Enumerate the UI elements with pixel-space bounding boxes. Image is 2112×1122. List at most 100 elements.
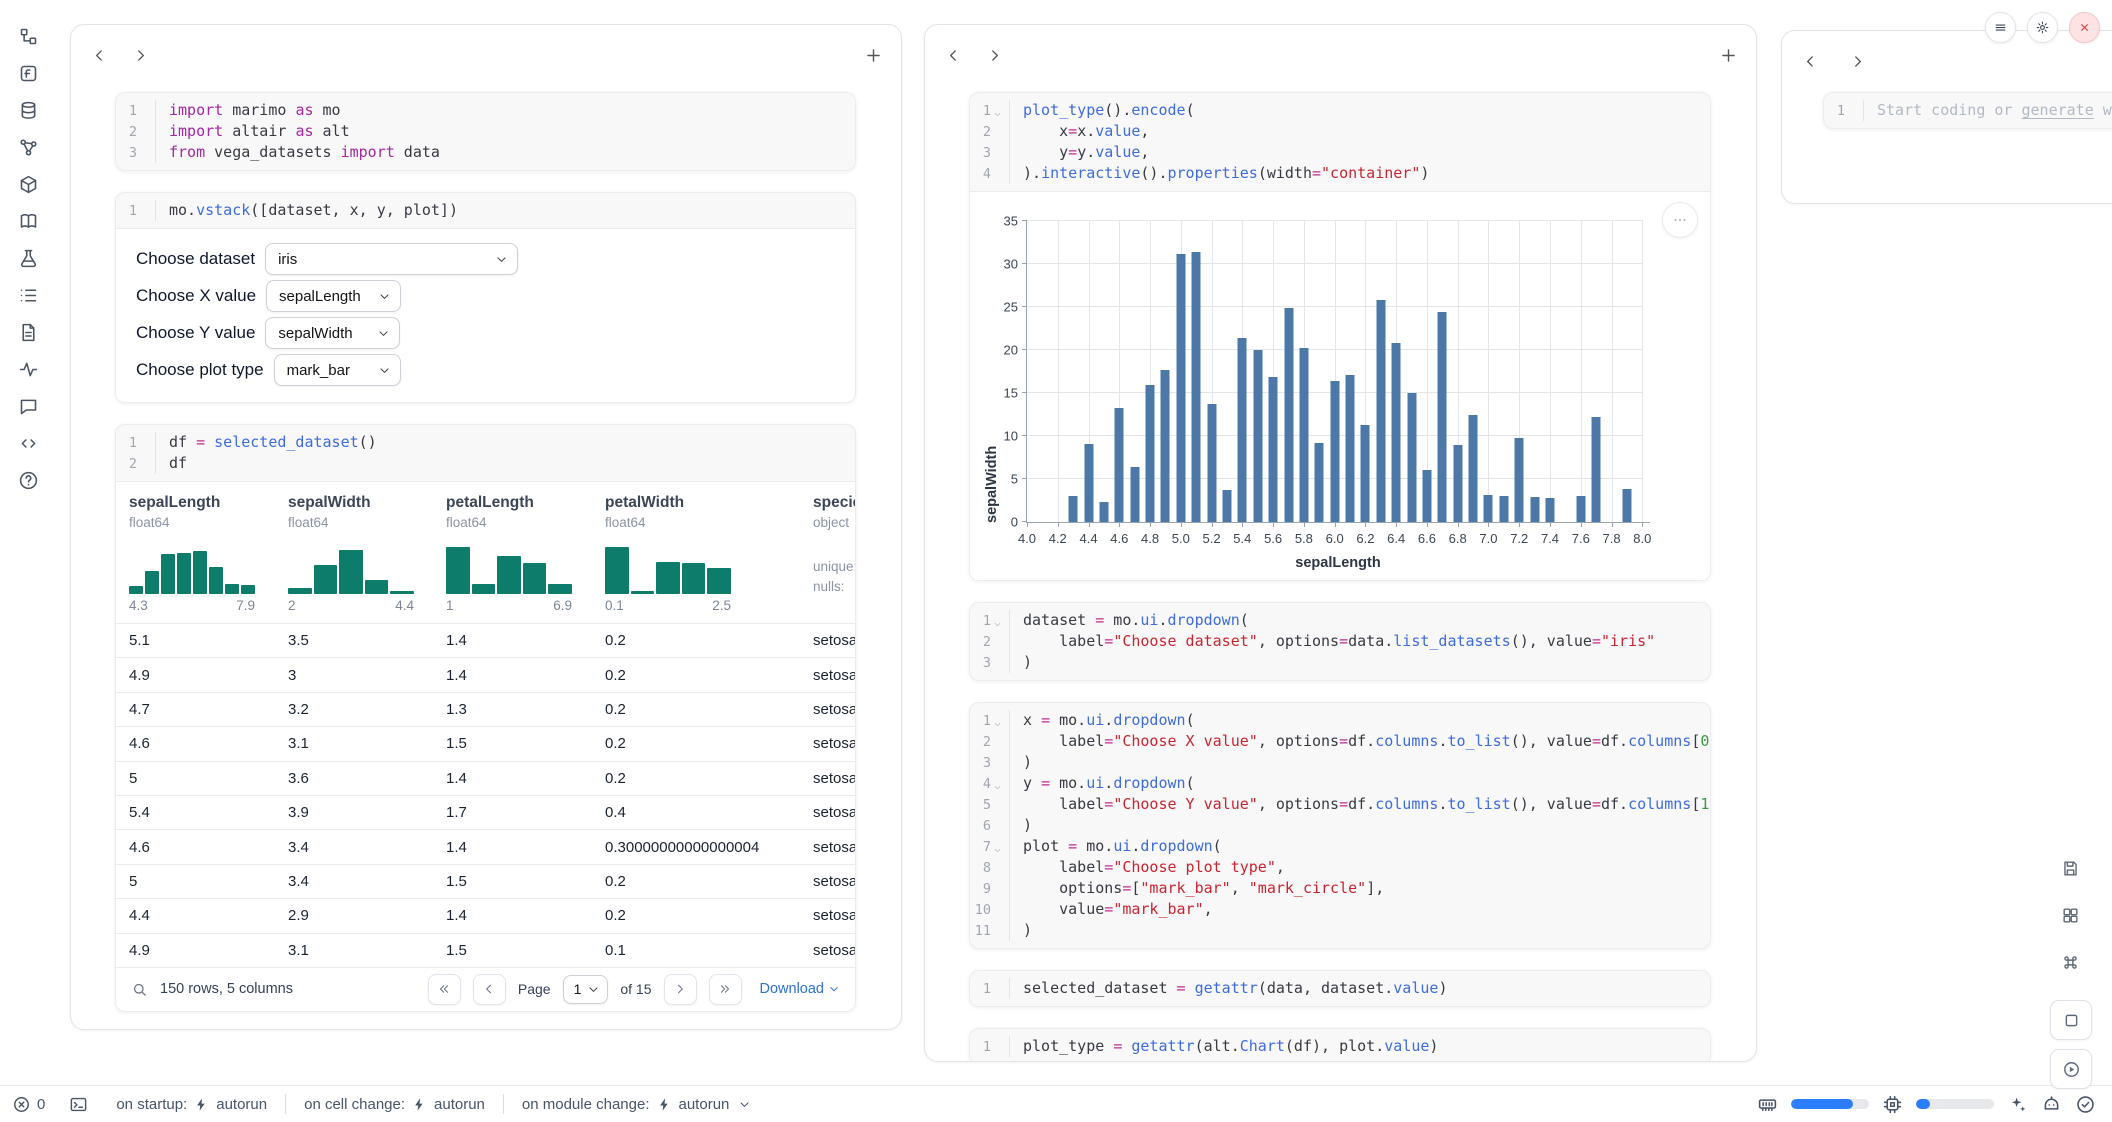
logs-icon[interactable] bbox=[18, 322, 39, 343]
x-tick-label: 5.0 bbox=[1172, 531, 1190, 546]
table-row[interactable]: 5.43.91.70.4setosa bbox=[116, 795, 855, 829]
dataframe-table-output: sepalLengthfloat644.37.9sepalWidthfloat6… bbox=[116, 481, 855, 1011]
autorun-setting[interactable]: on module change:autorun bbox=[504, 1096, 769, 1113]
command-palette-button[interactable] bbox=[2050, 943, 2090, 981]
snippets-icon[interactable] bbox=[18, 433, 39, 454]
column-prev-icon[interactable] bbox=[1802, 53, 1819, 70]
column-header[interactable]: petalWidthfloat640.12.5 bbox=[592, 482, 800, 623]
chevron-down-icon bbox=[377, 327, 390, 340]
code-editor[interactable]: 1dataset = mo.ui.dropdown(2 label="Choos… bbox=[970, 603, 1710, 680]
control-row: Choose datasetiris bbox=[136, 244, 835, 274]
chart-bar bbox=[1453, 445, 1462, 522]
table-row[interactable]: 53.61.40.2setosa bbox=[116, 761, 855, 795]
table-row[interactable]: 4.73.21.30.2setosa bbox=[116, 692, 855, 726]
dropdown-select-choose-dataset[interactable]: iris bbox=[265, 243, 518, 275]
errors-icon[interactable] bbox=[12, 1095, 31, 1114]
code-line: ) bbox=[1010, 652, 1710, 673]
help-icon[interactable] bbox=[18, 470, 39, 491]
hist-bar bbox=[523, 563, 547, 594]
code-line: ) bbox=[1010, 920, 1711, 941]
table-row[interactable]: 53.41.50.2setosa bbox=[116, 864, 855, 898]
save-button[interactable] bbox=[2050, 849, 2090, 887]
table-row[interactable]: 4.931.40.2setosa bbox=[116, 657, 855, 691]
column-next-icon[interactable] bbox=[1849, 53, 1866, 70]
packages-icon[interactable] bbox=[18, 174, 39, 195]
code-editor[interactable]: 1import marimo as mo2import altair as al… bbox=[116, 93, 855, 170]
next-page-button[interactable] bbox=[664, 974, 697, 1005]
chat-icon[interactable] bbox=[18, 396, 39, 417]
x-tick-label: 7.6 bbox=[1572, 531, 1590, 546]
code-line: value="mark_bar", bbox=[1010, 899, 1711, 920]
search-icon[interactable] bbox=[131, 981, 148, 998]
column-next-icon[interactable] bbox=[132, 47, 149, 64]
terminal-icon[interactable] bbox=[69, 1095, 88, 1114]
layout-select-button[interactable] bbox=[2050, 896, 2090, 934]
table-row[interactable]: 4.93.11.50.1setosa bbox=[116, 933, 855, 967]
ai-assistant-icon[interactable] bbox=[2007, 1094, 2028, 1115]
table-row[interactable]: 4.63.11.50.2setosa bbox=[116, 726, 855, 760]
prev-page-button[interactable] bbox=[473, 974, 506, 1005]
generate-link[interactable]: generate bbox=[2022, 101, 2094, 119]
table-cell: 4.9 bbox=[116, 667, 275, 684]
memory-icon[interactable] bbox=[1757, 1094, 1778, 1115]
line-number: 2 bbox=[983, 634, 991, 650]
download-button[interactable]: Download bbox=[760, 981, 841, 997]
cell-list: 1plot_type().encode(2 x=x.value,3 y=y.va… bbox=[925, 75, 1756, 1062]
datasources-icon[interactable] bbox=[18, 100, 39, 121]
code-editor[interactable]: 1x = mo.ui.dropdown(2 label="Choose X va… bbox=[970, 703, 1710, 948]
chart-bar bbox=[1592, 417, 1601, 522]
add-cell-button[interactable] bbox=[1719, 46, 1738, 65]
hist-bar bbox=[365, 580, 389, 594]
column-header[interactable]: petalLengthfloat6416.9 bbox=[433, 482, 592, 623]
code-editor[interactable]: 1mo.vstack([dataset, x, y, plot]) bbox=[116, 193, 855, 228]
column-prev-icon[interactable] bbox=[945, 47, 962, 64]
dropdown-select-choose-x-value[interactable]: sepalLength bbox=[266, 280, 401, 312]
chart-bar bbox=[1299, 348, 1308, 522]
chart-bar bbox=[1238, 338, 1247, 522]
settings-button[interactable] bbox=[2027, 12, 2058, 43]
dropdown-select-choose-plot-type[interactable]: mark_bar bbox=[274, 354, 401, 386]
cell-list: 1 Start coding or generate with AI bbox=[1782, 81, 2112, 149]
table-row[interactable]: 5.13.51.40.2setosa bbox=[116, 623, 855, 657]
table-header-row: sepalLengthfloat644.37.9sepalWidthfloat6… bbox=[116, 482, 855, 623]
column-header[interactable]: sepalWidthfloat6424.4 bbox=[275, 482, 433, 623]
chart-bar bbox=[1546, 498, 1555, 522]
chart-menu-button[interactable] bbox=[1662, 202, 1698, 238]
column-prev-icon[interactable] bbox=[91, 47, 108, 64]
first-page-button[interactable] bbox=[428, 974, 461, 1005]
menu-button[interactable] bbox=[1985, 12, 2016, 43]
page-select[interactable]: 1 bbox=[563, 975, 609, 1004]
file-explorer-icon[interactable] bbox=[18, 26, 39, 47]
autorun-setting[interactable]: on startup:autorun bbox=[116, 1096, 285, 1113]
connection-status-icon[interactable] bbox=[2075, 1094, 2096, 1115]
marimo-file-icon[interactable] bbox=[18, 63, 39, 84]
chart-plot-area[interactable]: 4.04.24.44.64.85.05.25.45.65.86.06.26.46… bbox=[1026, 221, 1650, 523]
shutdown-button[interactable] bbox=[2069, 12, 2100, 43]
copilot-icon[interactable] bbox=[2041, 1094, 2062, 1115]
activity-icon[interactable] bbox=[18, 359, 39, 380]
cpu-icon[interactable] bbox=[1882, 1094, 1903, 1115]
dropdown-select-choose-y-value[interactable]: sepalWidth bbox=[265, 317, 400, 349]
line-number: 9 bbox=[983, 881, 991, 897]
column-next-icon[interactable] bbox=[986, 47, 1003, 64]
add-cell-button[interactable] bbox=[864, 46, 883, 65]
code-editor[interactable]: 1plot_type().encode(2 x=x.value,3 y=y.va… bbox=[970, 93, 1710, 191]
code-editor[interactable]: 1df = selected_dataset()2df bbox=[116, 425, 855, 481]
flask-icon[interactable] bbox=[18, 248, 39, 269]
table-summary: 150 rows, 5 columns bbox=[160, 981, 293, 997]
run-all-button[interactable] bbox=[2050, 1049, 2092, 1089]
documentation-icon[interactable] bbox=[18, 211, 39, 232]
gridline bbox=[1488, 221, 1489, 522]
table-row[interactable]: 4.42.91.40.2setosa bbox=[116, 898, 855, 932]
autorun-setting[interactable]: on cell change:autorun bbox=[286, 1096, 503, 1113]
code-editor[interactable]: 1plot_type = getattr(alt.Chart(df), plot… bbox=[970, 1029, 1710, 1062]
code-editor[interactable]: 1 Start coding or generate with AI bbox=[1824, 93, 2112, 128]
last-page-button[interactable] bbox=[709, 974, 742, 1005]
code-editor[interactable]: 1selected_dataset = getattr(data, datase… bbox=[970, 971, 1710, 1006]
column-header[interactable]: speciesobjectunique:nulls: bbox=[800, 482, 856, 623]
dependency-graph-icon[interactable] bbox=[18, 137, 39, 158]
outline-icon[interactable] bbox=[18, 285, 39, 306]
column-header[interactable]: sepalLengthfloat644.37.9 bbox=[116, 482, 275, 623]
table-row[interactable]: 4.63.41.40.30000000000000004setosa bbox=[116, 829, 855, 863]
minimap-button[interactable] bbox=[2050, 1000, 2092, 1040]
